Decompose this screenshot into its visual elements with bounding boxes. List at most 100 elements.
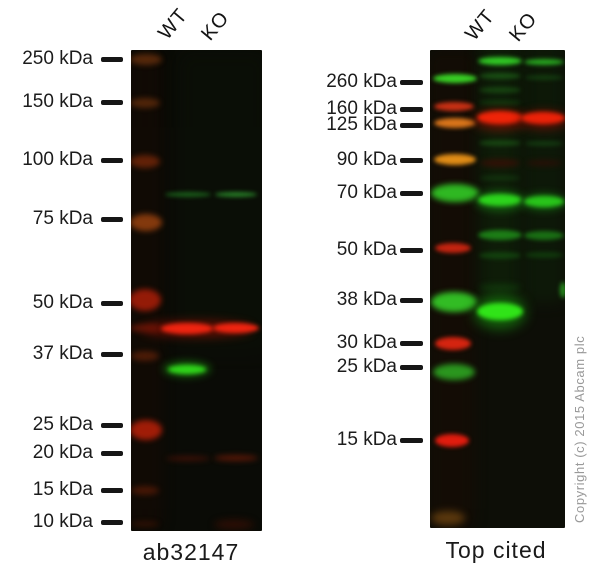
blot-band [479, 87, 521, 93]
marker-label: 150 kDa [22, 91, 93, 112]
marker-tick [101, 216, 123, 222]
marker-label: 38 kDa [336, 289, 397, 310]
blot-band [168, 364, 206, 374]
marker-tick [101, 422, 123, 428]
blot-band [433, 364, 475, 380]
blot-band [435, 243, 471, 253]
marker-label: 15 kDa [32, 479, 93, 500]
blot-band [560, 282, 565, 298]
marker-label: 90 kDa [336, 149, 397, 170]
blot-band [431, 184, 479, 202]
blot-band [214, 455, 258, 461]
marker-label: 25 kDa [32, 414, 93, 435]
blot-band [161, 322, 213, 334]
blot-lane-wash [524, 50, 564, 303]
right-blot-image [430, 50, 565, 528]
blot-band [166, 455, 210, 461]
blot-band [131, 485, 159, 495]
blot-band [478, 57, 522, 65]
blot-band [434, 101, 474, 111]
marker-tick [400, 297, 423, 303]
blot-band [131, 154, 160, 168]
blot-band [431, 511, 465, 525]
marker-tick [400, 79, 423, 85]
blot-band [525, 74, 563, 80]
marker-label: 160 kDa [326, 98, 397, 119]
marker-tick [101, 487, 123, 493]
blot-band [131, 98, 160, 108]
blot-band [521, 112, 565, 124]
marker-label: 70 kDa [336, 182, 397, 203]
blot-band [435, 433, 469, 447]
blot-band [526, 160, 562, 166]
blot-band [214, 519, 254, 529]
blot-band [524, 195, 564, 207]
blot-band [213, 323, 259, 333]
blot-band [131, 521, 159, 527]
marker-label: 100 kDa [22, 149, 93, 170]
blot-band [479, 73, 521, 79]
marker-tick [101, 351, 123, 357]
blot-band [480, 159, 520, 167]
blot-band [431, 292, 477, 312]
right-blot-caption: Top cited [445, 537, 547, 563]
marker-label: 20 kDa [32, 442, 93, 463]
blot-band [434, 153, 476, 165]
left-blot-image [131, 50, 262, 531]
left-blot-caption: ab32147 [142, 539, 240, 565]
blot-band [524, 230, 564, 240]
blot-band [165, 191, 211, 197]
copyright-text: Copyright (c) 2015 Abcam plc [572, 335, 587, 523]
blot-band [131, 289, 161, 311]
marker-tick [400, 340, 423, 346]
blot-band [525, 252, 563, 258]
blot-band [479, 99, 521, 105]
blot-band [477, 110, 523, 124]
marker-tick [101, 450, 123, 456]
blot-band [433, 73, 477, 83]
marker-tick [101, 56, 123, 62]
marker-tick [400, 364, 423, 370]
blot-band [479, 140, 521, 146]
lane-label-wt-right: WT [461, 5, 500, 45]
blot-band [524, 59, 564, 65]
blot-band [215, 191, 257, 197]
marker-label: 15 kDa [336, 429, 397, 450]
lane-label-wt-left: WT [154, 4, 193, 44]
marker-label: 10 kDa [32, 511, 93, 532]
blot-band [131, 351, 159, 361]
marker-label: 125 kDa [326, 114, 397, 135]
blot-band [480, 175, 520, 181]
marker-label: 50 kDa [336, 239, 397, 260]
blot-band [478, 230, 522, 240]
marker-tick [101, 157, 123, 163]
marker-label: 260 kDa [326, 71, 397, 92]
marker-tick [400, 437, 423, 443]
blot-band [479, 283, 521, 291]
blot-band [434, 118, 476, 128]
blot-band [525, 140, 563, 146]
lane-label-ko-right: KO [505, 8, 542, 46]
blot-lane-wash [430, 51, 475, 528]
lane-label-ko-left: KO [197, 7, 234, 45]
marker-label: 250 kDa [22, 48, 93, 69]
marker-tick [101, 300, 123, 306]
marker-label: 37 kDa [32, 343, 93, 364]
marker-tick [400, 247, 423, 253]
blot-band [131, 213, 162, 231]
marker-tick [400, 157, 423, 163]
blot-band [477, 302, 523, 320]
marker-label: 25 kDa [336, 356, 397, 377]
marker-tick [400, 190, 423, 196]
blot-band [435, 336, 471, 350]
blot-band [478, 194, 522, 206]
marker-tick [400, 106, 423, 112]
blot-lane-wash [177, 50, 262, 350]
blot-band [131, 53, 162, 65]
marker-label: 75 kDa [32, 208, 93, 229]
marker-label: 30 kDa [336, 332, 397, 353]
blot-band [479, 251, 521, 259]
marker-tick [101, 99, 123, 105]
marker-label: 50 kDa [32, 292, 93, 313]
